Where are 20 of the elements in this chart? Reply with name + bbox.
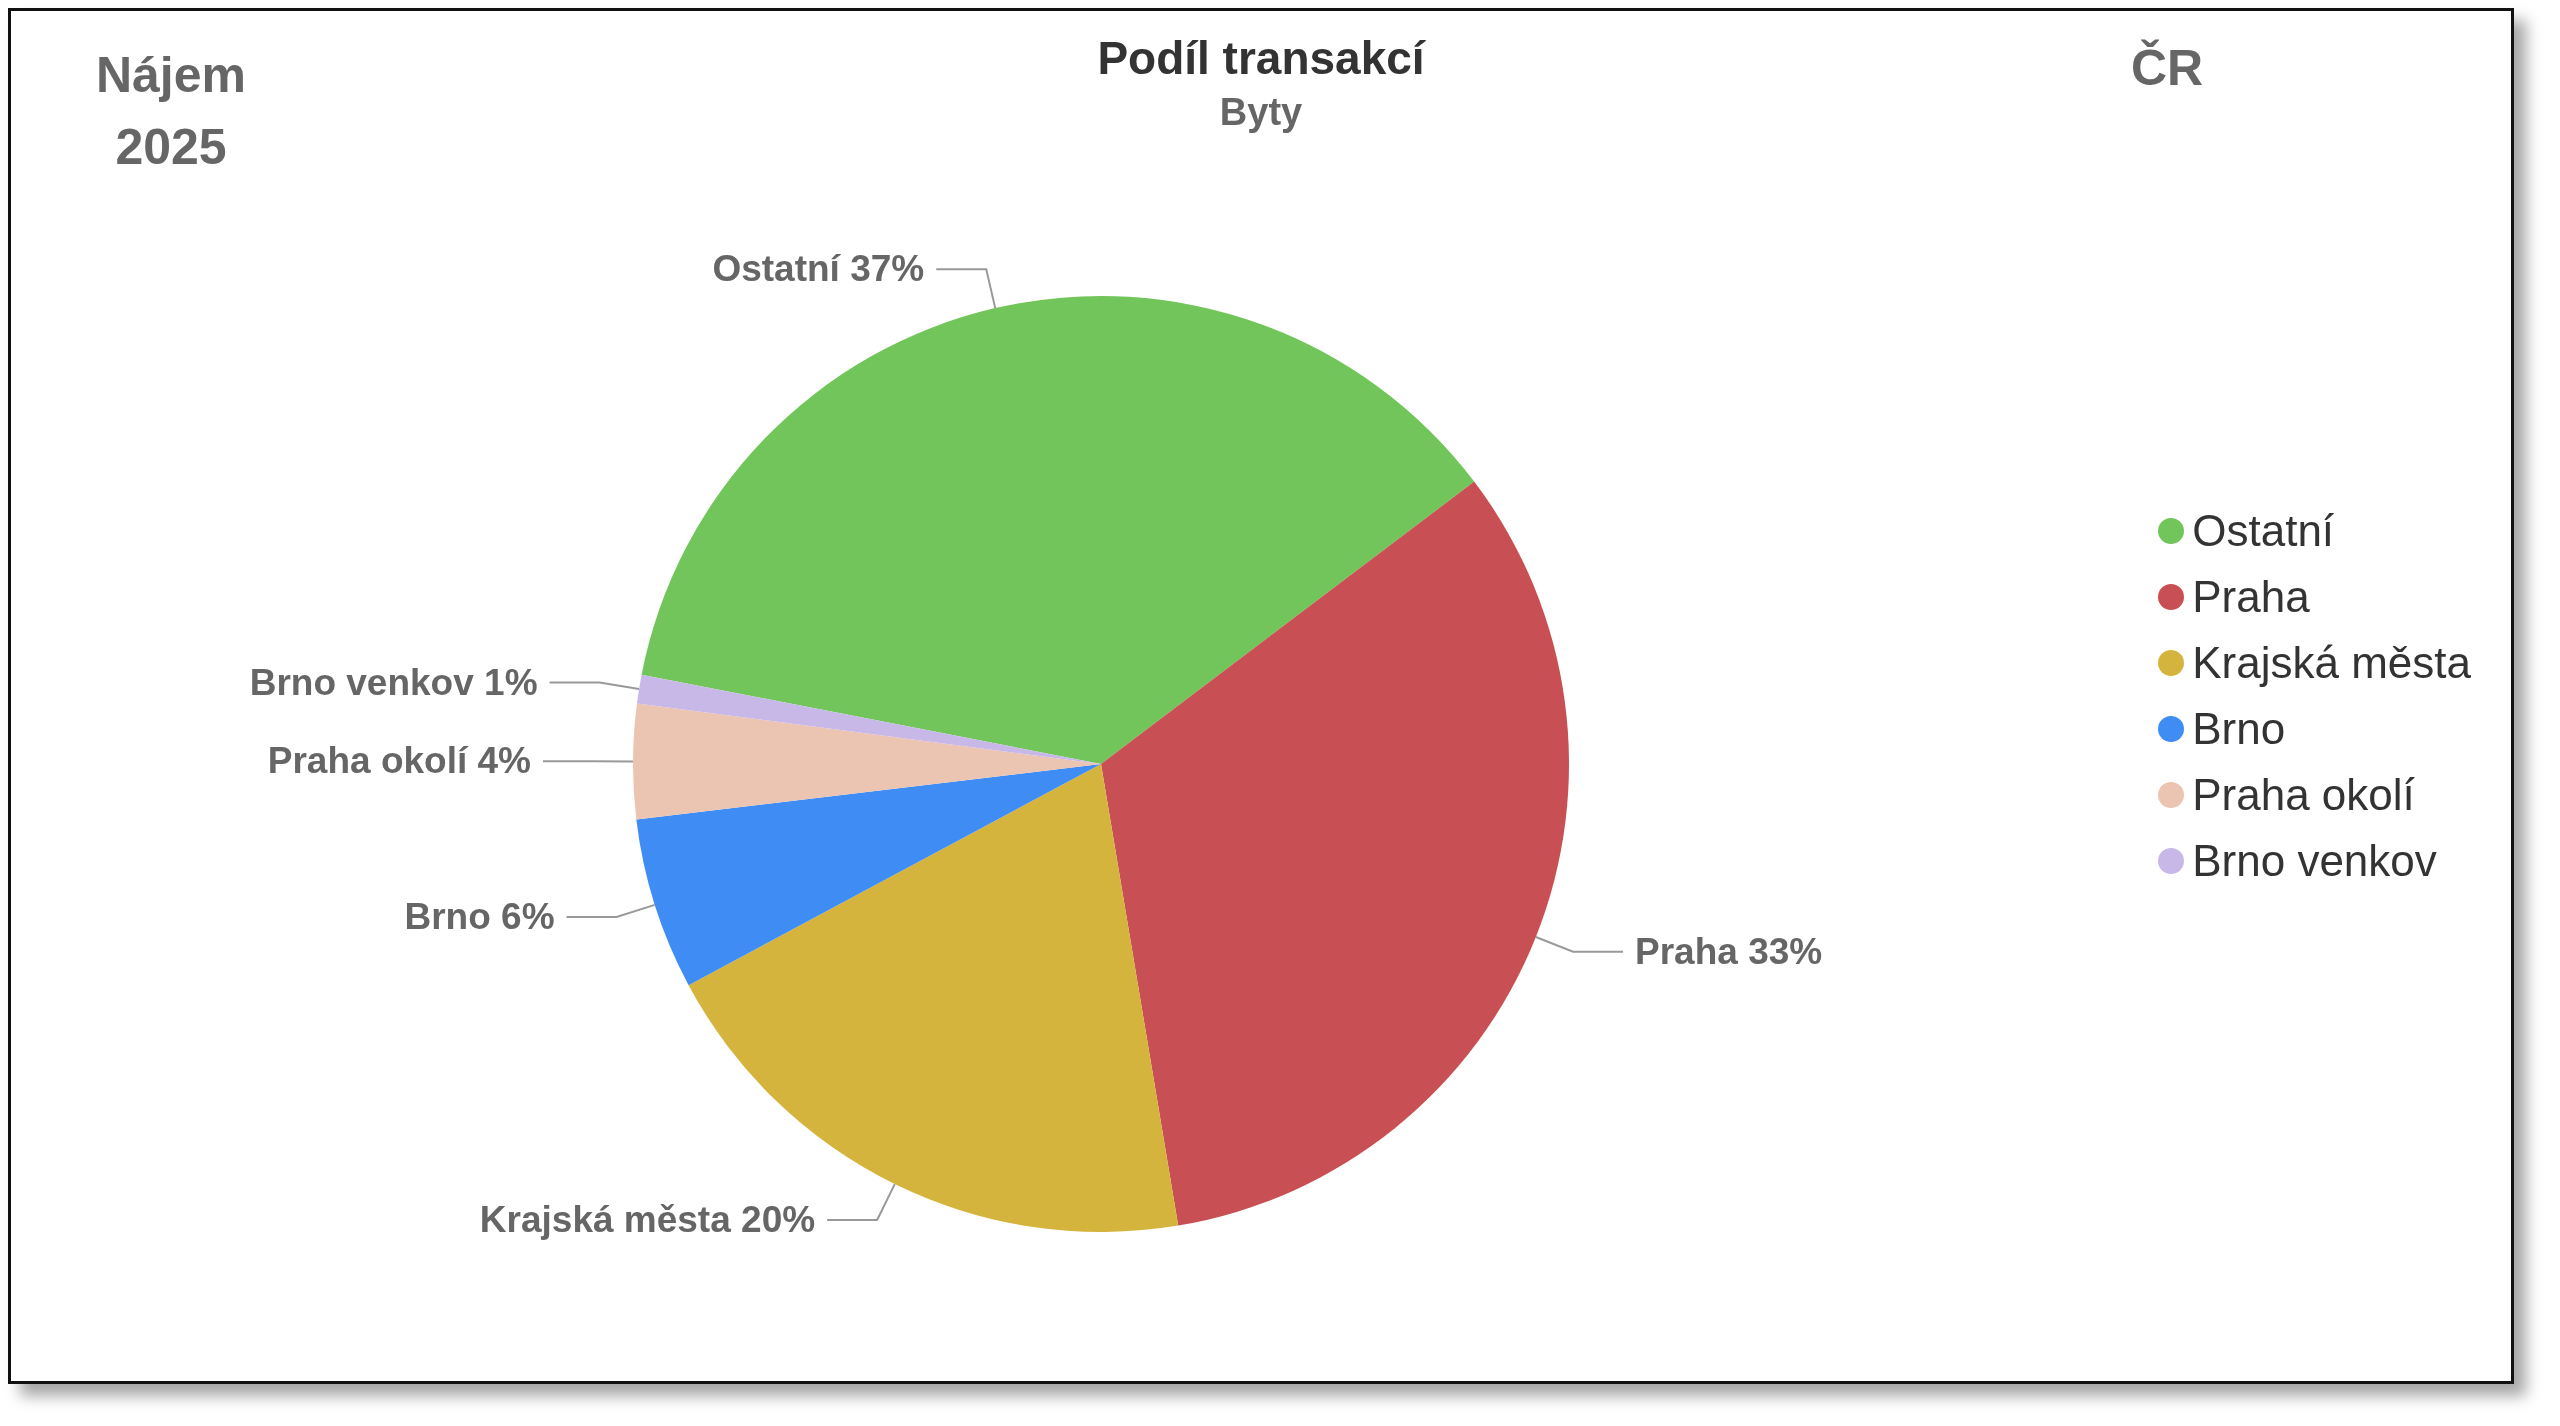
legend-label: Ostatní	[2192, 505, 2335, 557]
category-label: Brno venkov 1%	[249, 661, 538, 703]
chart-title: Podíl transakcí	[1097, 32, 1425, 84]
pie-slice	[636, 674, 1101, 764]
text: ČR	[2131, 39, 2204, 97]
pie-slice	[641, 296, 1475, 764]
category-label: Krajská města 20%	[479, 1199, 816, 1241]
legend-label: Praha okolí	[2192, 769, 2415, 821]
legend-label: Brno	[2192, 703, 2286, 755]
legend-label: Krajská města	[2192, 637, 2471, 689]
category-label: Brno 6%	[404, 895, 555, 937]
text: Nájem 2025	[94, 46, 248, 177]
chart-subtitle: Byty	[1219, 91, 1303, 133]
category-label: Ostatní 37%	[712, 248, 925, 290]
legend-label: Brno venkov	[2192, 835, 2437, 887]
pie-slice	[1101, 481, 1569, 1226]
legend-label: Praha	[2192, 571, 2310, 623]
category-label: Praha 33%	[1635, 930, 1823, 972]
pie-slice	[636, 764, 1101, 986]
category-label: Praha okolí 4%	[267, 740, 532, 782]
